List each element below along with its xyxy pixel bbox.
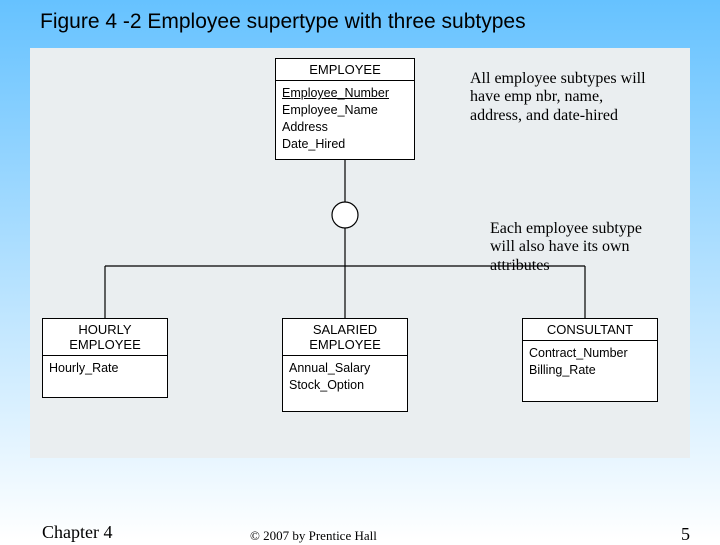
slide-title: Figure 4 -2 Employee supertype with thre… — [40, 10, 526, 34]
entity-attributes: Contract_NumberBilling_Rate — [523, 341, 657, 385]
entity-attributes: Employee_NumberEmployee_NameAddressDate_… — [276, 81, 414, 159]
entity-pk: Employee_Number — [282, 85, 408, 102]
entity-attr: Contract_Number — [529, 345, 651, 362]
entity-title: HOURLY EMPLOYEE — [43, 319, 167, 356]
diagram-surface: EMPLOYEEEmployee_NumberEmployee_NameAddr… — [30, 48, 690, 458]
entity-attr: Annual_Salary — [289, 360, 401, 377]
annotation-text: Each employee subtype will also have its… — [490, 220, 690, 275]
entity-attr: Hourly_Rate — [49, 360, 161, 377]
subtype-entity: HOURLY EMPLOYEE Hourly_Rate — [42, 318, 168, 398]
entity-attributes: Annual_SalaryStock_Option — [283, 356, 407, 400]
entity-attr: Employee_Name — [282, 102, 408, 119]
copyright-label: © 2007 by Prentice Hall — [250, 528, 377, 544]
subtype-entity: SALARIED EMPLOYEEAnnual_SalaryStock_Opti… — [282, 318, 408, 412]
annotation-text: All employee subtypes will have emp nbr,… — [470, 70, 680, 125]
entity-attr: Date_Hired — [282, 136, 408, 153]
supertype-entity: EMPLOYEEEmployee_NumberEmployee_NameAddr… — [275, 58, 415, 160]
entity-title: SALARIED EMPLOYEE — [283, 319, 407, 356]
entity-title: CONSULTANT — [523, 319, 657, 341]
entity-title: EMPLOYEE — [276, 59, 414, 81]
entity-attr: Address — [282, 119, 408, 136]
page-number: 5 — [681, 524, 690, 545]
connector-circle-icon — [332, 202, 358, 228]
subtype-entity: CONSULTANTContract_NumberBilling_Rate — [522, 318, 658, 402]
entity-attr: Stock_Option — [289, 377, 401, 394]
entity-attributes: Hourly_Rate — [43, 356, 167, 383]
entity-attr: Billing_Rate — [529, 362, 651, 379]
